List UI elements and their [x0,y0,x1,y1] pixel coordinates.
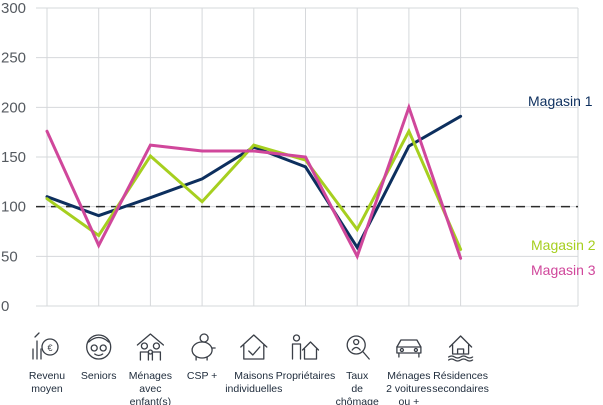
x-tick-label: Propriétaires [276,370,336,382]
senior-face-icon [86,334,112,360]
series-labels: Magasin 1 Magasin 2 Magasin 3 [528,93,596,278]
y-tick-label: 200 [1,99,26,116]
series-lines [45,102,463,261]
x-tick-label: Maisons individuelles [225,370,282,395]
category-icons: € [32,332,474,362]
x-tick-label: Ménages avec enfant(s) [129,370,172,405]
y-tick-label: 250 [1,50,26,67]
series-label-2: Magasin 2 [531,237,596,253]
piggy-bank-icon [191,333,216,361]
x-tick-label: Résidences secondaires [432,370,489,395]
svg-text:€: € [47,343,52,353]
x-tick-label: Ménages 2 voitures ou + [386,370,432,405]
x-tick-label: CSP + [187,370,217,382]
x-tick-label: Taux de chômage [336,370,379,405]
search-person-icon [346,335,370,360]
owner-house-icon [291,334,320,360]
series-line-3 [45,102,463,261]
holiday-home-icon [447,335,474,362]
y-tick-label: 0 [1,298,9,315]
y-axis: 0 50 100 150 200 250 300 [1,0,26,315]
y-tick-label: 150 [1,149,26,166]
y-tick-label: 300 [1,0,26,17]
x-tick-label: Seniors [81,370,117,382]
money-bag-icon: € [32,332,59,360]
x-axis: Revenu moyen Seniors Ménages avec enfant(s) CS… [29,370,489,405]
series-label-1: Magasin 1 [528,93,593,109]
series-label-3: Magasin 3 [531,262,596,278]
x-tick-label: Revenu moyen [29,370,65,395]
y-tick-label: 50 [1,248,18,265]
house-check-icon [240,334,268,360]
y-tick-label: 100 [1,199,26,216]
car-icon [396,339,422,358]
family-icon [136,333,165,361]
